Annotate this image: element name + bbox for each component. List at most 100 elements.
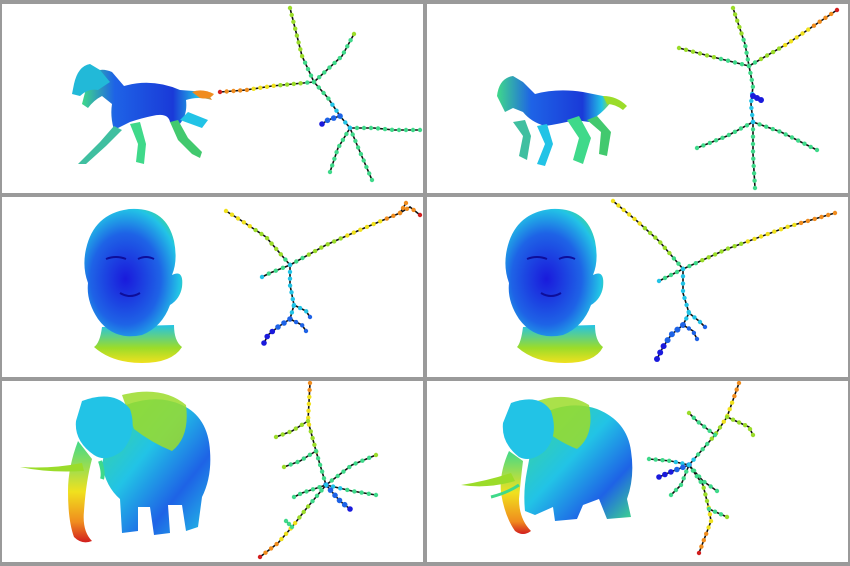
- skeleton-node: [341, 469, 346, 474]
- skeleton-node: [686, 326, 692, 331]
- panel-horse-galloping: [427, 4, 848, 193]
- skeleton-node: [657, 349, 664, 356]
- skeleton-node: [301, 456, 306, 461]
- skeleton-node: [355, 145, 361, 150]
- skeleton-edge: [321, 115, 341, 125]
- skeleton-node: [350, 132, 355, 137]
- skeleton-node: [319, 488, 324, 493]
- skeleton-node: [752, 185, 758, 191]
- skeleton-node: [699, 544, 704, 549]
- skeleton-node: [302, 60, 308, 65]
- panel-elephant-kneeling: [427, 381, 848, 562]
- skeleton-node: [667, 250, 672, 256]
- skeleton-node: [702, 324, 708, 330]
- skeleton-node: [770, 126, 775, 132]
- skeleton-node: [235, 216, 241, 221]
- skeleton-node: [668, 331, 675, 338]
- skeleton-node: [750, 119, 756, 125]
- skeleton-node: [800, 31, 805, 36]
- divider-row-1: [0, 193, 850, 197]
- skeleton-node: [749, 105, 754, 111]
- skeleton-node: [279, 536, 284, 542]
- skeleton-node: [307, 387, 312, 393]
- skeleton-node: [259, 274, 265, 280]
- skeleton-node: [812, 216, 817, 222]
- skeleton-node: [312, 442, 317, 447]
- head-skeleton: [610, 198, 838, 362]
- skeleton-node: [368, 125, 374, 131]
- skeleton-node: [353, 461, 358, 466]
- skeleton-node: [300, 323, 305, 328]
- skeleton-node: [247, 224, 252, 229]
- skeleton-node: [317, 462, 323, 468]
- skeleton-node: [258, 85, 263, 91]
- skeleton-node: [664, 337, 671, 344]
- skeleton-node: [223, 208, 229, 214]
- skeleton-node: [338, 486, 343, 491]
- skeleton-node: [686, 310, 692, 316]
- skeleton-edge: [688, 312, 706, 328]
- skeleton-node: [718, 56, 724, 62]
- skeleton-node: [306, 415, 311, 420]
- skeleton-node: [300, 255, 305, 261]
- skeleton-node: [335, 473, 340, 479]
- skeleton-node: [347, 464, 352, 470]
- skeleton-node: [750, 134, 756, 139]
- skeleton-node: [373, 452, 379, 458]
- skeleton-node: [700, 447, 705, 452]
- skeleton-node: [732, 244, 737, 249]
- skeleton-node: [656, 474, 662, 480]
- skeleton-node: [231, 88, 236, 94]
- skeleton-node: [367, 455, 372, 460]
- skeleton-node: [326, 96, 331, 101]
- skeleton-node: [297, 515, 302, 520]
- skeleton-node: [719, 249, 724, 254]
- skeleton-node: [711, 55, 717, 60]
- skeleton-node: [264, 236, 270, 241]
- skeleton-node: [727, 407, 732, 412]
- skeleton-node: [325, 242, 330, 247]
- skeleton-node: [796, 138, 801, 143]
- skeleton-node: [702, 424, 707, 429]
- skeleton-node: [745, 239, 750, 244]
- skeleton-node: [257, 554, 263, 560]
- skeleton-node: [750, 141, 756, 147]
- skeleton-node: [707, 140, 712, 146]
- skeleton-node: [294, 33, 300, 38]
- skeleton-node: [750, 84, 756, 90]
- skeleton-node: [732, 129, 738, 134]
- skeleton-node: [364, 224, 370, 230]
- skeleton-node: [717, 425, 723, 430]
- skeleton-node: [739, 241, 744, 246]
- skeleton-node: [367, 171, 372, 176]
- skeleton-edge: [752, 122, 756, 189]
- skeleton-node: [343, 120, 348, 125]
- head-skeleton: [223, 200, 423, 346]
- skeleton-node: [307, 452, 313, 457]
- skeleton-node: [632, 216, 637, 222]
- skeleton-node: [345, 487, 350, 493]
- skeleton-node: [359, 490, 364, 495]
- skeleton-node: [653, 235, 658, 240]
- skeleton-node: [680, 274, 686, 279]
- skeleton-node: [808, 144, 813, 150]
- skeleton-node: [315, 456, 321, 461]
- skeleton-node: [783, 132, 788, 137]
- skeleton-node: [303, 328, 309, 334]
- skeleton-node: [676, 45, 682, 51]
- skeleton-node: [321, 90, 326, 96]
- skeleton-node: [291, 302, 297, 308]
- elephant-mesh: [20, 391, 211, 543]
- skeleton-node: [764, 53, 770, 58]
- skeleton-node: [684, 302, 689, 308]
- skeleton-node: [353, 138, 358, 144]
- skeleton-node: [366, 491, 371, 496]
- skeleton-node: [241, 220, 247, 225]
- skeleton-node: [802, 141, 807, 146]
- skeleton-node: [621, 207, 626, 213]
- skeleton-node: [321, 476, 327, 481]
- skeleton-node: [764, 124, 769, 129]
- skeleton-node: [345, 44, 350, 49]
- skeleton-node: [341, 50, 347, 55]
- skeleton-node: [789, 135, 795, 140]
